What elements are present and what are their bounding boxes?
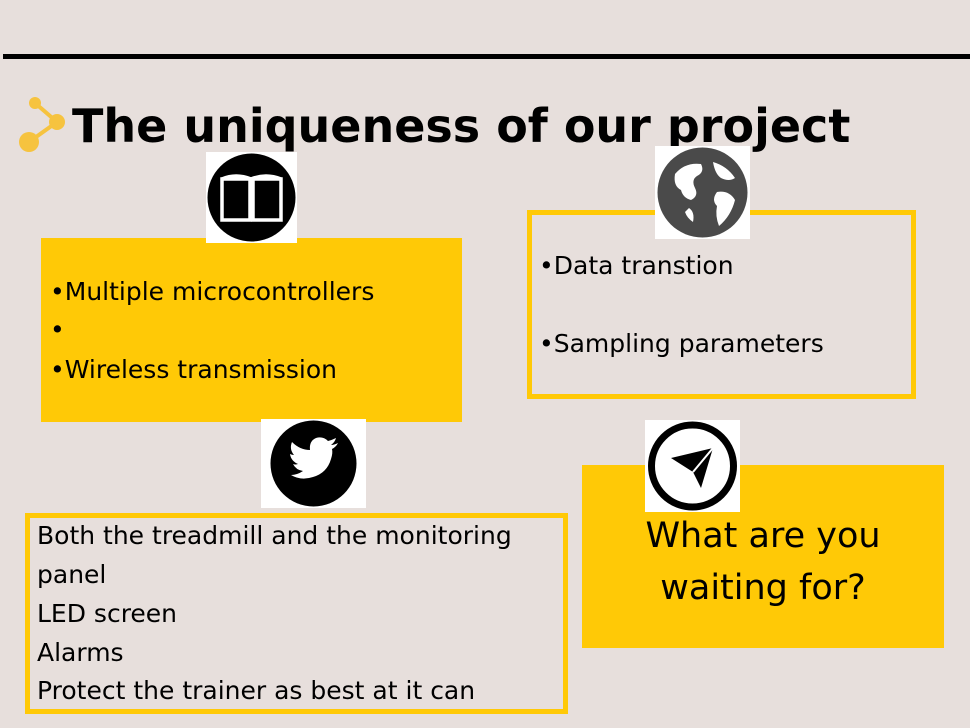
twitter-bird-icon: [270, 420, 357, 507]
list-item: Alarms: [37, 638, 124, 667]
features-box-microcontrollers: [41, 238, 462, 422]
paper-plane-icon: [648, 421, 737, 511]
cta-line: What are you: [645, 516, 881, 556]
list-item: LED screen: [37, 599, 178, 628]
cta-line: waiting for?: [660, 568, 866, 608]
list-item: Both the treadmill and the monitoring: [37, 521, 512, 550]
globe-icon-tile: [655, 146, 750, 239]
list-item: •Multiple microcontrollers: [50, 277, 375, 306]
list-item: Protect the trainer as best at it can: [37, 676, 476, 705]
list-item: •Sampling parameters: [539, 329, 824, 358]
list-item: •Data transtion: [539, 251, 734, 280]
connector-node-icon: [19, 97, 65, 152]
slide-title: The uniqueness of our project: [72, 99, 851, 153]
book-icon: [207, 153, 296, 242]
list-item: •: [50, 315, 65, 344]
list-item: panel: [37, 560, 107, 589]
paper-plane-icon-tile: [645, 420, 740, 512]
twitter-bird-icon-tile: [261, 419, 366, 508]
call-to-action-text: What are you waiting for?: [582, 510, 944, 614]
globe-icon: [657, 147, 748, 238]
top-divider: [3, 54, 970, 59]
call-to-action-box: [582, 465, 944, 648]
list-item: •Wireless transmission: [50, 355, 337, 384]
features-box-treadmill: [25, 513, 568, 714]
book-icon-tile: [206, 152, 297, 243]
